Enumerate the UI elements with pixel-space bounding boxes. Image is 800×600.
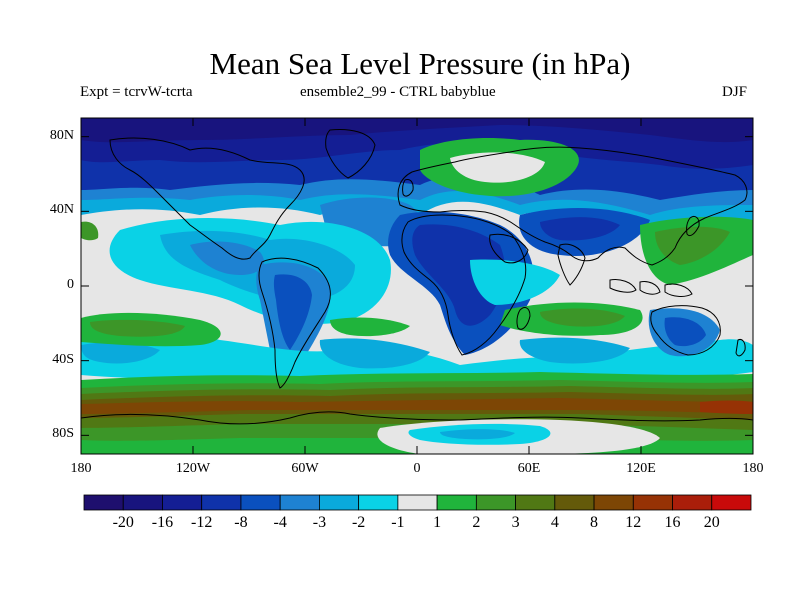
x-tick-label: 180: [742, 461, 764, 476]
colorbar-swatch: [358, 494, 399, 511]
y-tick-label: 80N: [49, 127, 74, 143]
x-tick-label: 60E: [517, 461, 541, 476]
x-tick-label: 120E: [626, 461, 656, 476]
colorbar-swatch: [632, 494, 673, 511]
colorbar-label: -4: [273, 514, 287, 531]
x-tick-label: 120W: [175, 461, 211, 476]
x-tick-label: 0: [413, 461, 421, 476]
colorbar-swatch: [201, 494, 242, 511]
colorbar-swatch: [240, 494, 281, 511]
experiment-label: Expt = tcrvW-tcrta: [80, 84, 193, 100]
colorbar-label: 16: [664, 514, 681, 531]
contour-fill-layer: [81, 118, 753, 454]
colorbar-label: 12: [625, 514, 642, 531]
colorbar-swatch: [711, 494, 752, 511]
x-tick-label: 180: [70, 461, 92, 476]
season-label: DJF: [722, 84, 748, 100]
colorbar-label: -16: [151, 514, 174, 531]
colorbar-label: -3: [312, 514, 327, 531]
y-tick-label: 40S: [52, 351, 74, 367]
colorbar-label: 20: [703, 514, 720, 531]
colorbar-label: -1: [391, 514, 405, 531]
colorbar-swatch: [515, 494, 556, 511]
y-tick-label: 40N: [49, 202, 74, 218]
colorbar-label: -8: [234, 514, 248, 531]
colorbar: [83, 494, 752, 511]
colorbar-swatch: [122, 494, 163, 511]
colorbar-label: 8: [590, 514, 599, 531]
colorbar-swatch: [397, 494, 438, 511]
colorbar-swatch: [672, 494, 713, 511]
colorbar-swatch: [319, 494, 360, 511]
map-title: Mean Sea Level Pressure (in hPa): [209, 46, 631, 81]
colorbar-swatch: [593, 494, 634, 511]
coastlines: [81, 129, 753, 425]
y-tick-label: 0: [67, 277, 74, 292]
colorbar-swatch: [436, 494, 477, 511]
colorbar-label: 4: [550, 514, 559, 531]
colorbar-swatch: [554, 494, 595, 511]
colorbar-label: -20: [112, 514, 134, 531]
colorbar-label: -2: [351, 514, 366, 531]
colorbar-label: 3: [511, 514, 520, 531]
x-tick-label: 60W: [291, 461, 319, 476]
y-tick-label: 80S: [52, 426, 74, 442]
colorbar-label: 1: [433, 514, 442, 531]
colorbar-label: 2: [472, 514, 481, 531]
colorbar-swatch: [475, 494, 516, 511]
colorbar-swatch: [162, 494, 203, 511]
axis-ticks: [80, 118, 754, 454]
colorbar-swatch: [279, 494, 320, 511]
colorbar-swatch: [83, 494, 124, 511]
ensemble-label: ensemble2_99 - CTRL babyblue: [300, 84, 496, 100]
colorbar-label: -12: [191, 514, 213, 531]
